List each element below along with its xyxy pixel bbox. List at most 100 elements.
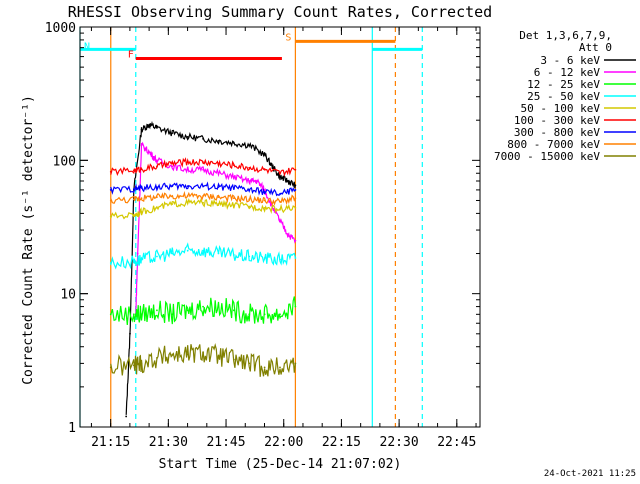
data-point [136, 252, 139, 255]
legend-entry-label: 7000 - 15000 keV [494, 150, 600, 163]
data-point [217, 139, 220, 142]
legend-header-line: Det 1,3,6,7,9, [519, 29, 612, 42]
plot-frame [79, 26, 481, 428]
data-point [279, 200, 281, 203]
data-point [232, 164, 235, 167]
data-point [202, 201, 204, 204]
data-point [186, 135, 189, 138]
data-point [263, 168, 266, 171]
data-point [171, 353, 174, 356]
data-point [294, 362, 297, 365]
data-point [232, 204, 235, 207]
series-line [110, 181, 296, 197]
data-point [129, 332, 131, 335]
data-point [140, 211, 143, 213]
data-point [140, 362, 143, 365]
x-axis-label: Start Time (25-Dec-14 21:07:02) [159, 457, 402, 472]
data-point [202, 185, 204, 188]
data-point [232, 142, 235, 144]
data-point [109, 313, 112, 316]
data-point [217, 203, 220, 205]
data-point [171, 132, 174, 135]
data-point [217, 162, 220, 165]
data-point [156, 255, 158, 258]
x-tick-label: 22:45 [437, 435, 476, 450]
series-line [125, 120, 296, 415]
data-point [217, 355, 220, 358]
data-point [132, 169, 135, 172]
data-point [263, 153, 266, 156]
data-point [140, 258, 143, 261]
legend-header-line: Att 0 [579, 41, 612, 54]
data-point [156, 186, 158, 188]
data-point [156, 159, 158, 162]
data-point [294, 189, 297, 191]
series-line [110, 242, 296, 270]
data-point [279, 193, 281, 195]
data-point [248, 255, 251, 258]
series-group [109, 242, 297, 270]
legend-entry-label: 25 - 50 keV [527, 90, 600, 103]
data-point [140, 197, 143, 200]
data-point [263, 206, 266, 209]
flag-letter: S [285, 32, 291, 43]
data-point [140, 144, 143, 147]
data-point [232, 176, 235, 178]
data-point [232, 358, 235, 361]
series-group [109, 181, 297, 197]
legend-entry-label: 3 - 6 keV [540, 54, 600, 67]
y-tick-label: 100 [53, 154, 76, 169]
data-point [232, 254, 235, 256]
data-point [248, 313, 251, 316]
data-point [271, 165, 274, 168]
data-point [232, 187, 235, 189]
data-point [186, 309, 189, 312]
data-point [202, 249, 204, 252]
series-group [109, 157, 297, 178]
series-group [125, 120, 297, 418]
data-point [248, 180, 251, 182]
data-point [132, 313, 135, 316]
data-point [256, 180, 258, 182]
data-point [217, 305, 220, 308]
data-point [294, 168, 297, 171]
data-point [279, 220, 281, 223]
data-point [248, 144, 251, 147]
data-point [202, 137, 204, 140]
series-line [110, 197, 296, 220]
data-point [202, 305, 204, 308]
data-point [186, 249, 189, 252]
data-point [109, 189, 112, 191]
data-point [263, 257, 266, 259]
data-point [248, 362, 251, 365]
data-point [279, 366, 281, 369]
data-point [148, 123, 151, 126]
flag-letter: F [128, 50, 134, 61]
data-point [140, 313, 143, 316]
data-point [186, 353, 189, 356]
data-point [186, 195, 189, 197]
data-point [294, 184, 297, 187]
legend-entry-label: 6 - 12 keV [534, 66, 601, 79]
data-point [202, 161, 204, 163]
data-point [171, 203, 174, 205]
y-tick-label: 10 [60, 288, 76, 303]
data-point [294, 239, 297, 242]
y-tick-label: 1000 [45, 21, 76, 36]
series-group [109, 342, 297, 377]
y-axis-label: Corrected Count Rate (s⁻¹ detector⁻¹) [21, 95, 36, 385]
series-group [109, 296, 297, 325]
legend-entry-label: 50 - 100 keV [521, 102, 601, 115]
legend-entry-label: 12 - 25 keV [527, 78, 600, 91]
x-tick-label: 22:00 [264, 435, 303, 450]
x-tick-label: 21:15 [91, 435, 130, 450]
legend-entry-label: 100 - 300 keV [514, 114, 600, 127]
y-tick-label: 1 [68, 421, 76, 436]
series-line [135, 141, 296, 314]
data-point [186, 161, 189, 163]
data-point [279, 313, 281, 316]
data-point [248, 166, 251, 169]
